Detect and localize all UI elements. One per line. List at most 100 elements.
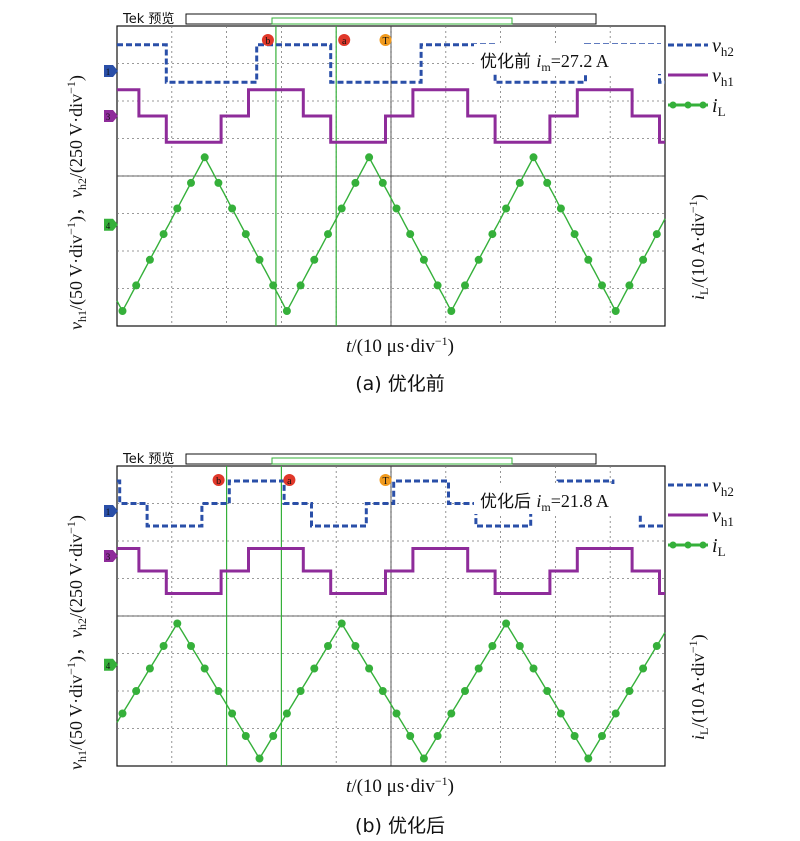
series-iL-point bbox=[351, 178, 360, 187]
channel-marker[interactable] bbox=[104, 65, 118, 77]
channel-marker[interactable] bbox=[104, 110, 118, 122]
cursor-a-tag[interactable] bbox=[283, 474, 296, 486]
series-iL-point bbox=[488, 642, 497, 650]
record-window-a bbox=[271, 17, 513, 25]
trigger-tag[interactable] bbox=[379, 34, 392, 46]
series-iL-point bbox=[419, 255, 428, 264]
series-iL-point bbox=[598, 281, 606, 290]
legend-iL-label: iL bbox=[712, 95, 726, 119]
cursor-a-label: a bbox=[287, 476, 292, 487]
series-iL-point bbox=[474, 255, 483, 264]
series-iL-point bbox=[132, 281, 141, 290]
legend-iL-marker bbox=[699, 541, 707, 549]
series-iL-point bbox=[337, 619, 346, 628]
series-iL-point bbox=[378, 687, 387, 695]
trigger-tag[interactable] bbox=[379, 474, 392, 486]
series-iL-point bbox=[556, 204, 565, 213]
series-iL-point bbox=[639, 255, 648, 264]
series-iL-point bbox=[351, 642, 360, 650]
series-iL-point bbox=[529, 153, 538, 162]
legend-iL-marker bbox=[684, 101, 692, 109]
series-iL-point bbox=[598, 732, 606, 740]
series-iL-point bbox=[474, 664, 483, 673]
series-iL-point bbox=[200, 664, 209, 673]
series-iL-point bbox=[255, 255, 264, 264]
series-iL-point bbox=[173, 204, 182, 213]
channel-marker[interactable] bbox=[104, 550, 118, 562]
series-iL-point bbox=[461, 687, 469, 695]
ylabel-right: iL/(10 A·div−1) bbox=[686, 194, 711, 300]
series-iL-point bbox=[584, 255, 593, 264]
series-iL-point bbox=[173, 619, 182, 628]
series-iL-point bbox=[570, 230, 579, 239]
series-iL-point bbox=[269, 281, 278, 290]
panel-a: Tek 预览 b a T 1 3 4 优化前 im=27.2 A (a) 优化前 bbox=[104, 11, 666, 395]
scope-header-a: Tek 预览 bbox=[122, 11, 174, 27]
series-iL-point bbox=[570, 732, 579, 740]
ylabel-left: vh1/(50 V·div−1)，vh2/(250 V·div−1) bbox=[64, 515, 89, 770]
channel-marker[interactable] bbox=[104, 218, 118, 231]
series-iL-point bbox=[324, 642, 332, 650]
series-iL-point bbox=[214, 687, 223, 695]
channel-marker[interactable] bbox=[104, 505, 118, 517]
channel-marker-label: 3 bbox=[106, 112, 111, 122]
series-iL-point bbox=[515, 178, 524, 187]
legend-iL-marker bbox=[669, 541, 677, 549]
panel-b: Tek 预览 b a T 1 3 4 优化后 im=21.8 A (b) 优化后 bbox=[104, 451, 666, 837]
legend: vh2 vh1 iL vh2 vh1 iL bbox=[668, 35, 734, 559]
series-iL-point bbox=[461, 281, 469, 290]
series-iL-point bbox=[543, 687, 552, 695]
series-iL-point bbox=[145, 255, 154, 264]
annotation-a-sym: i bbox=[536, 51, 541, 71]
series-iL-point bbox=[159, 642, 168, 650]
series-iL-point bbox=[652, 642, 661, 650]
cursor-a-tag[interactable] bbox=[338, 34, 351, 46]
caption-a: (a) 优化前 bbox=[355, 373, 445, 395]
series-iL-point bbox=[611, 709, 620, 718]
caption-b: (b) 优化后 bbox=[355, 815, 445, 837]
series-vh1-line bbox=[117, 88, 665, 144]
series-iL-point bbox=[365, 664, 374, 673]
series-vh2-line bbox=[117, 479, 665, 528]
series-iL-point bbox=[241, 732, 250, 740]
series-iL-point bbox=[118, 307, 127, 315]
series-iL-point bbox=[255, 754, 264, 763]
annotation-a-prefix: 优化前 bbox=[480, 52, 536, 72]
series-iL-point bbox=[447, 709, 456, 718]
xlabel: t/(10 μs·div−1) bbox=[346, 334, 454, 357]
annotation-b-sym: i bbox=[536, 491, 541, 511]
series-iL-point bbox=[296, 281, 305, 290]
annotation-box-b bbox=[474, 484, 664, 514]
trigger-label: T bbox=[382, 476, 388, 487]
series-iL-point bbox=[529, 664, 538, 673]
record-bar-b bbox=[185, 453, 597, 465]
series-iL-point bbox=[433, 281, 442, 290]
channel-marker-label: 1 bbox=[106, 507, 111, 517]
series-iL-point bbox=[214, 178, 223, 187]
legend-vh1-label: vh1 bbox=[712, 505, 734, 529]
series-iL-point bbox=[310, 255, 319, 264]
series-iL-point bbox=[200, 153, 209, 162]
channel-marker-label: 4 bbox=[106, 661, 111, 671]
annotation-a: 优化前 im=27.2 A bbox=[480, 51, 609, 74]
series-iL-point bbox=[419, 754, 428, 763]
legend-iL-marker bbox=[699, 101, 707, 109]
legend-iL-marker bbox=[669, 101, 677, 109]
series-iL-point bbox=[324, 230, 332, 239]
cursor-b-label: b bbox=[216, 476, 221, 487]
series-iL-point bbox=[543, 178, 552, 187]
series-iL-point bbox=[406, 230, 415, 239]
channel-marker[interactable] bbox=[104, 658, 118, 671]
series-iL-point bbox=[296, 687, 305, 695]
series-iL-point bbox=[118, 709, 127, 718]
cursor-a-label: a bbox=[342, 36, 347, 47]
cursor-b-tag[interactable] bbox=[261, 34, 274, 46]
cursor-b-tag[interactable] bbox=[212, 474, 225, 486]
ylabel-right: iL/(10 A·div−1) bbox=[686, 634, 711, 740]
series-iL-point bbox=[228, 709, 237, 718]
series-iL-point bbox=[515, 642, 524, 650]
channel-markers-a: 1 3 4 bbox=[104, 65, 118, 231]
series-iL-point bbox=[502, 204, 511, 213]
series-iL-point bbox=[365, 153, 374, 162]
